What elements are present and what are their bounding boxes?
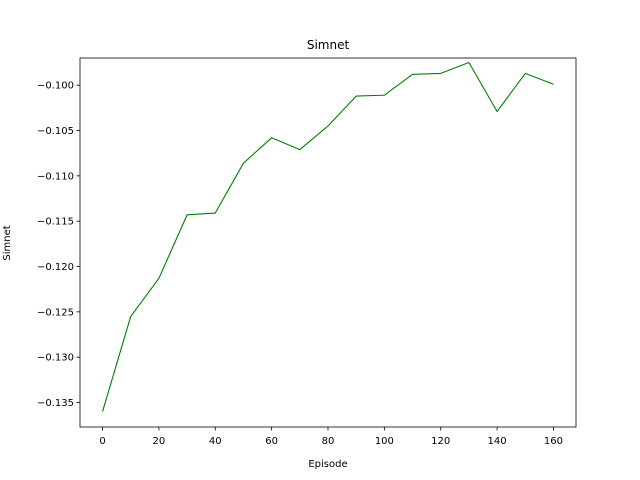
y-tick-label: −0.125 xyxy=(37,307,74,318)
x-tick-label: 60 xyxy=(265,436,278,447)
y-tick-label: −0.135 xyxy=(37,398,74,409)
x-tick-label: 140 xyxy=(488,436,507,447)
x-axis-title: Episode xyxy=(308,459,347,470)
y-tick-label: −0.100 xyxy=(37,81,74,92)
y-axis: −0.135 −0.130 −0.125 −0.120 −0.115 −0.110 −0.1… xyxy=(37,81,80,409)
plot-area xyxy=(80,58,576,427)
x-tick-label: 120 xyxy=(431,436,450,447)
y-tick-label: −0.120 xyxy=(37,262,74,273)
chart-title: Simnet xyxy=(307,38,350,52)
y-tick-label: −0.130 xyxy=(37,353,74,364)
series-line xyxy=(102,61,554,412)
x-tick-label: 40 xyxy=(209,436,222,447)
x-tick-label: 80 xyxy=(322,436,335,447)
x-tick-label: 160 xyxy=(544,436,563,447)
x-tick-label: 0 xyxy=(99,436,105,447)
x-tick-label: 20 xyxy=(153,436,166,447)
y-axis-title: Simnet xyxy=(2,225,13,260)
series-layer xyxy=(102,61,554,412)
y-tick-label: −0.110 xyxy=(37,171,74,182)
y-tick-label: −0.105 xyxy=(37,126,74,137)
x-axis: 0 20 40 60 80 100 120 140 160 xyxy=(99,427,563,447)
y-tick-label: −0.115 xyxy=(37,217,74,228)
x-tick-label: 100 xyxy=(375,436,394,447)
